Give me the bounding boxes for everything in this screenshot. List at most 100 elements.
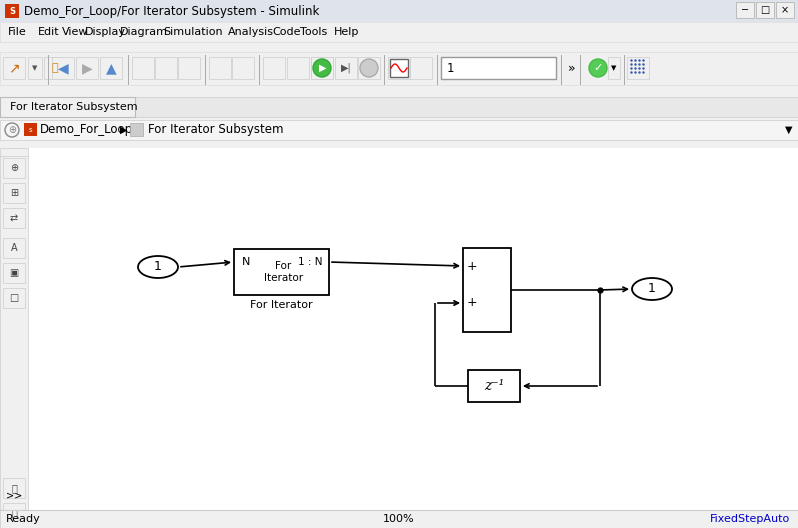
Text: ▲: ▲ bbox=[105, 61, 117, 75]
Ellipse shape bbox=[138, 256, 178, 278]
Text: Diagram: Diagram bbox=[120, 27, 168, 37]
Bar bbox=[263, 57, 285, 79]
Ellipse shape bbox=[360, 59, 378, 77]
Bar bbox=[3, 503, 25, 523]
Bar bbox=[335, 57, 357, 79]
Bar bbox=[232, 57, 254, 79]
Text: »: » bbox=[568, 61, 576, 74]
Bar bbox=[358, 57, 380, 79]
Bar bbox=[28, 57, 42, 79]
Text: FixedStepAuto: FixedStepAuto bbox=[709, 514, 790, 524]
Bar bbox=[3, 158, 25, 178]
Bar bbox=[3, 183, 25, 203]
Bar bbox=[3, 478, 25, 498]
Bar bbox=[0, 97, 798, 117]
Text: File: File bbox=[8, 27, 27, 37]
Text: For Iterator Subsystem: For Iterator Subsystem bbox=[10, 102, 137, 112]
Bar bbox=[5, 4, 19, 18]
Text: ⊕: ⊕ bbox=[10, 163, 18, 173]
Text: Analysis: Analysis bbox=[228, 27, 274, 37]
Bar bbox=[178, 57, 200, 79]
Bar bbox=[287, 57, 309, 79]
Bar bbox=[776, 2, 794, 18]
Text: Demo_For_Loop: Demo_For_Loop bbox=[40, 124, 133, 137]
Text: ◀: ◀ bbox=[57, 61, 69, 75]
Text: ▼: ▼ bbox=[611, 65, 617, 71]
Text: ▼: ▼ bbox=[785, 125, 792, 135]
Bar bbox=[48, 55, 49, 85]
Bar bbox=[205, 55, 206, 85]
Ellipse shape bbox=[632, 278, 672, 300]
Text: ▼: ▼ bbox=[32, 65, 38, 71]
Bar bbox=[463, 248, 511, 332]
Bar bbox=[76, 57, 98, 79]
Text: 📁: 📁 bbox=[52, 63, 58, 73]
Text: s: s bbox=[28, 127, 32, 133]
Bar bbox=[561, 55, 562, 85]
Text: View: View bbox=[62, 27, 89, 37]
Bar bbox=[608, 57, 620, 79]
Text: Edit: Edit bbox=[38, 27, 60, 37]
Text: □: □ bbox=[760, 5, 769, 15]
Bar bbox=[128, 55, 129, 85]
Bar bbox=[441, 57, 556, 79]
Bar bbox=[28, 148, 798, 510]
Text: 📷: 📷 bbox=[11, 483, 17, 493]
Text: ▶: ▶ bbox=[319, 63, 326, 73]
Bar bbox=[627, 57, 649, 79]
Text: >>: >> bbox=[6, 490, 22, 500]
Bar bbox=[3, 208, 25, 228]
Bar bbox=[390, 59, 408, 77]
Bar bbox=[736, 2, 754, 18]
Bar bbox=[3, 57, 25, 79]
Bar bbox=[155, 57, 177, 79]
Bar bbox=[234, 249, 329, 295]
Bar bbox=[0, 120, 798, 140]
Text: Help: Help bbox=[334, 27, 359, 37]
Bar bbox=[624, 55, 625, 85]
Text: 1 : N: 1 : N bbox=[298, 257, 323, 267]
Bar bbox=[580, 55, 581, 85]
Text: □: □ bbox=[10, 293, 18, 303]
Text: 1: 1 bbox=[447, 61, 455, 74]
Bar bbox=[100, 57, 122, 79]
Ellipse shape bbox=[313, 59, 331, 77]
Text: For Iterator: For Iterator bbox=[251, 300, 313, 310]
Text: ⇄: ⇄ bbox=[10, 213, 18, 223]
Bar bbox=[44, 57, 66, 79]
Text: ▣: ▣ bbox=[10, 268, 18, 278]
Bar bbox=[3, 263, 25, 283]
Bar bbox=[0, 52, 798, 85]
Text: ▶: ▶ bbox=[120, 125, 128, 135]
Bar bbox=[132, 57, 154, 79]
Text: 📋: 📋 bbox=[11, 508, 17, 518]
Bar bbox=[130, 123, 143, 136]
Text: +: + bbox=[467, 259, 478, 272]
Text: ▶|: ▶| bbox=[341, 63, 351, 73]
Text: ▶: ▶ bbox=[81, 61, 93, 75]
Bar bbox=[468, 370, 520, 402]
Text: For Iterator Subsystem: For Iterator Subsystem bbox=[148, 124, 283, 137]
Text: ↗: ↗ bbox=[8, 61, 20, 75]
Bar bbox=[311, 57, 333, 79]
Text: Tools: Tools bbox=[300, 27, 327, 37]
Text: N: N bbox=[242, 257, 251, 267]
Text: ✓: ✓ bbox=[593, 63, 602, 73]
Text: Code: Code bbox=[272, 27, 301, 37]
Text: ×: × bbox=[781, 5, 789, 15]
Text: z⁻¹: z⁻¹ bbox=[484, 379, 504, 393]
Text: For
Iterator: For Iterator bbox=[264, 261, 303, 283]
Ellipse shape bbox=[589, 59, 607, 77]
Bar bbox=[209, 57, 231, 79]
Text: A: A bbox=[10, 243, 18, 253]
Bar bbox=[3, 288, 25, 308]
Bar bbox=[0, 0, 798, 22]
Text: −: − bbox=[741, 5, 749, 15]
Bar bbox=[52, 57, 74, 79]
Bar bbox=[410, 57, 432, 79]
Bar bbox=[388, 57, 410, 79]
Text: ⊕: ⊕ bbox=[8, 125, 16, 135]
Text: 1: 1 bbox=[648, 282, 656, 296]
Bar bbox=[3, 238, 25, 258]
Bar bbox=[0, 510, 798, 528]
